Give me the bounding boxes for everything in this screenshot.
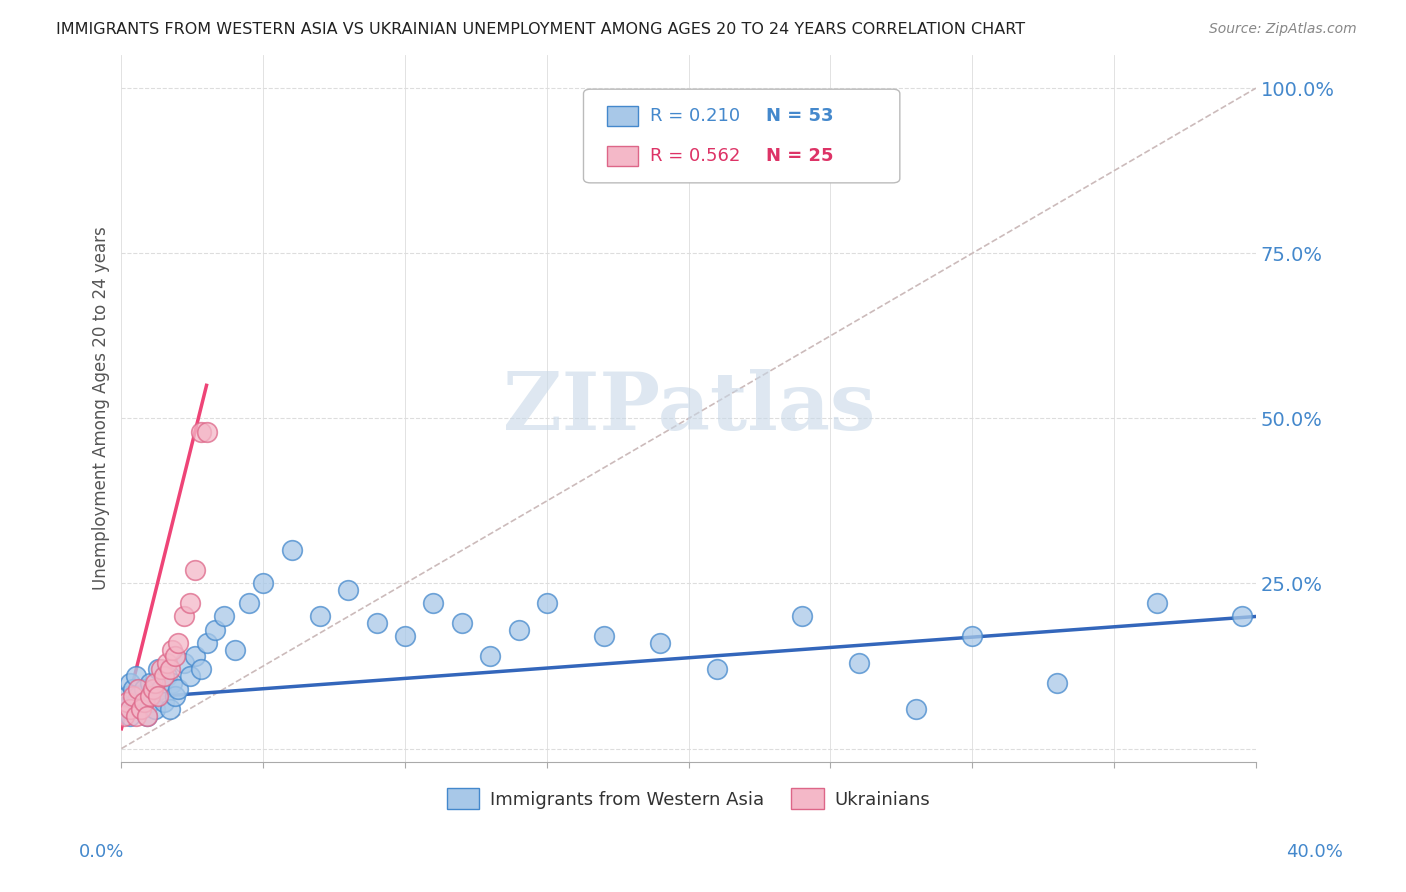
Point <box>173 656 195 670</box>
Point <box>162 675 184 690</box>
Point <box>139 675 162 690</box>
Text: R = 0.562: R = 0.562 <box>650 147 740 165</box>
Point <box>121 689 143 703</box>
Point <box>165 649 187 664</box>
Point <box>224 642 246 657</box>
Point <box>1046 675 1069 690</box>
Point <box>190 425 212 439</box>
Point <box>129 702 152 716</box>
Point <box>115 695 138 709</box>
Y-axis label: Unemployment Among Ages 20 to 24 years: Unemployment Among Ages 20 to 24 years <box>93 227 110 591</box>
Point <box>148 689 170 703</box>
Point <box>650 636 672 650</box>
Point <box>173 609 195 624</box>
Point <box>162 642 184 657</box>
Point <box>148 662 170 676</box>
Point <box>127 689 149 703</box>
Point <box>238 596 260 610</box>
Point <box>508 623 530 637</box>
Point <box>153 669 176 683</box>
Point <box>536 596 558 610</box>
Point <box>184 563 207 577</box>
Point <box>167 636 190 650</box>
Point <box>184 649 207 664</box>
Point <box>118 708 141 723</box>
Point <box>145 675 167 690</box>
Point <box>145 702 167 716</box>
Point <box>129 702 152 716</box>
Point <box>112 708 135 723</box>
Point <box>252 576 274 591</box>
Point <box>790 609 813 624</box>
Point <box>190 662 212 676</box>
Point <box>150 682 173 697</box>
Point <box>592 629 614 643</box>
Point <box>394 629 416 643</box>
Point <box>134 682 156 697</box>
Point <box>337 583 360 598</box>
Point <box>165 689 187 703</box>
Point <box>167 682 190 697</box>
Point <box>159 662 181 676</box>
Point <box>121 682 143 697</box>
Point <box>706 662 728 676</box>
Point <box>204 623 226 637</box>
Point <box>124 669 146 683</box>
Point <box>142 689 165 703</box>
Text: Source: ZipAtlas.com: Source: ZipAtlas.com <box>1209 22 1357 37</box>
Point <box>139 695 162 709</box>
Point <box>195 425 218 439</box>
Text: 0.0%: 0.0% <box>79 843 124 861</box>
Text: R = 0.210: R = 0.210 <box>650 107 740 125</box>
Point <box>150 662 173 676</box>
Point <box>179 596 201 610</box>
Point <box>153 695 176 709</box>
Point <box>280 543 302 558</box>
Point <box>139 689 162 703</box>
Point <box>124 695 146 709</box>
Text: ZIPatlas: ZIPatlas <box>502 369 875 448</box>
Point <box>309 609 332 624</box>
Point <box>136 708 159 723</box>
Point <box>848 656 870 670</box>
Point <box>118 675 141 690</box>
Point <box>142 682 165 697</box>
Text: 40.0%: 40.0% <box>1286 843 1343 861</box>
Point <box>179 669 201 683</box>
Text: IMMIGRANTS FROM WESTERN ASIA VS UKRAINIAN UNEMPLOYMENT AMONG AGES 20 TO 24 YEARS: IMMIGRANTS FROM WESTERN ASIA VS UKRAINIA… <box>56 22 1025 37</box>
Point <box>156 669 179 683</box>
Point <box>904 702 927 716</box>
Point <box>962 629 984 643</box>
Point <box>1230 609 1253 624</box>
Point <box>118 702 141 716</box>
Point <box>195 636 218 650</box>
Point <box>212 609 235 624</box>
Point <box>112 702 135 716</box>
Point <box>422 596 444 610</box>
Point <box>134 695 156 709</box>
Point <box>159 702 181 716</box>
Point <box>479 649 502 664</box>
Legend: Immigrants from Western Asia, Ukrainians: Immigrants from Western Asia, Ukrainians <box>440 781 938 816</box>
Point <box>136 708 159 723</box>
Point <box>127 682 149 697</box>
Point <box>450 616 472 631</box>
Text: N = 53: N = 53 <box>766 107 834 125</box>
Point <box>156 656 179 670</box>
Point <box>1146 596 1168 610</box>
Point <box>115 689 138 703</box>
Point <box>124 708 146 723</box>
Text: N = 25: N = 25 <box>766 147 834 165</box>
Point <box>366 616 388 631</box>
